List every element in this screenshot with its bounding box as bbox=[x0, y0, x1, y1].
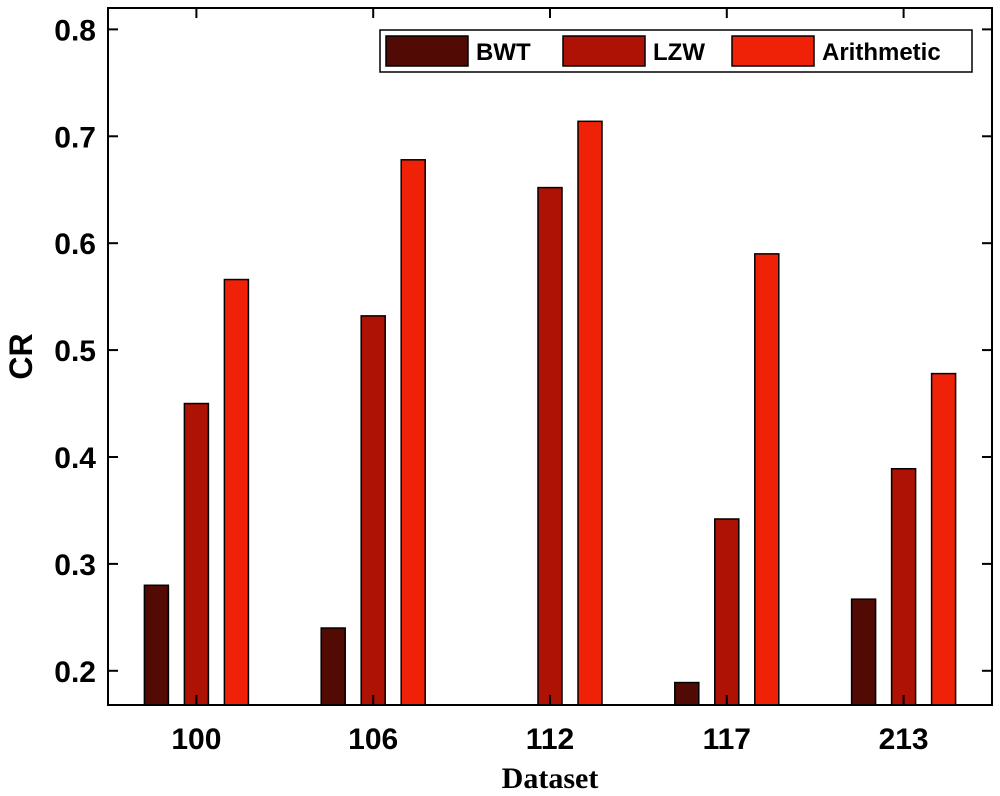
y-tick-label: 0.3 bbox=[54, 549, 96, 582]
bar-lzw-213 bbox=[890, 467, 917, 706]
y-axis-ticks: 0.2 0.3 0.4 0.5 0.6 0.7 0.8 bbox=[54, 14, 992, 689]
y-tick-label: 0.2 bbox=[54, 656, 96, 689]
bar-lzw-106 bbox=[360, 315, 386, 706]
y-tick-label: 0.7 bbox=[54, 121, 96, 154]
y-tick-label: 0.6 bbox=[54, 228, 96, 261]
bar-lzw-112 bbox=[537, 186, 563, 706]
bar-bwt-117 bbox=[674, 681, 700, 706]
bar-arithmetic-112 bbox=[577, 120, 603, 706]
x-tick-label: 213 bbox=[879, 723, 929, 756]
legend-swatch-arithmetic bbox=[731, 35, 815, 67]
bar-lzw-100 bbox=[183, 402, 210, 706]
bar-lzw-117 bbox=[714, 518, 740, 706]
legend-label-arithmetic: Arithmetic bbox=[822, 39, 941, 66]
legend-label-bwt: BWT bbox=[476, 39, 531, 66]
x-tick-label: 117 bbox=[703, 723, 751, 756]
legend-box bbox=[379, 29, 973, 73]
bar-bwt-213 bbox=[850, 598, 877, 706]
legend-label-lzw: LZW bbox=[653, 39, 705, 66]
legend-swatch-bwt bbox=[385, 35, 469, 67]
bar-arithmetic-106 bbox=[400, 159, 426, 706]
y-tick-label: 0.4 bbox=[54, 442, 96, 475]
y-axis-title: CR bbox=[3, 333, 39, 379]
bar-arithmetic-213 bbox=[930, 372, 957, 706]
legend-swatch-lzw bbox=[562, 35, 646, 67]
x-tick-label: 100 bbox=[171, 723, 221, 756]
x-axis-title: Dataset bbox=[502, 762, 599, 795]
bar-arithmetic-100 bbox=[223, 278, 250, 706]
x-tick-label: 106 bbox=[348, 723, 398, 756]
bar-bwt-100 bbox=[143, 584, 170, 706]
bar-arithmetic-117 bbox=[754, 253, 780, 706]
x-axis-ticks: 100 106 112 117 213 bbox=[171, 8, 929, 756]
y-tick-label: 0.8 bbox=[54, 14, 96, 47]
legend: BWT LZW Arithmetic bbox=[379, 29, 973, 73]
bar-bwt-106 bbox=[320, 627, 346, 706]
bars-group bbox=[143, 120, 957, 706]
y-tick-label: 0.5 bbox=[54, 335, 96, 368]
x-tick-label: 112 bbox=[526, 723, 574, 756]
